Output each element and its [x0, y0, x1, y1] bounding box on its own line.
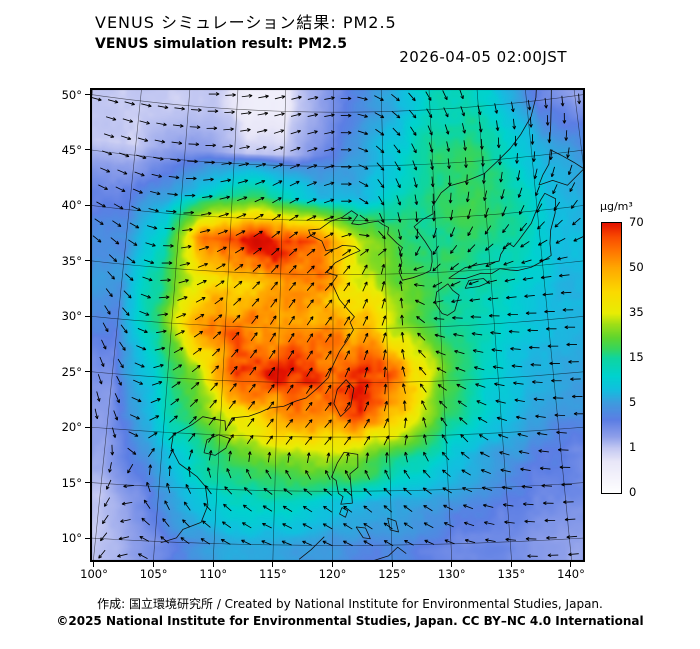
y-tick-mark: [85, 315, 91, 317]
y-tick-label: 30°: [61, 309, 82, 324]
y-tick-label: 50°: [61, 87, 82, 102]
colorbar-gradient: [601, 222, 622, 494]
x-tick-mark: [212, 561, 214, 567]
y-tick-label: 45°: [61, 142, 82, 157]
x-tick-label: 100°: [80, 567, 108, 581]
colorbar-tick-label: 35: [629, 305, 644, 319]
y-tick-label: 35°: [61, 253, 82, 268]
x-tick-label: 135°: [497, 567, 526, 581]
colorbar-unit-label: μg/m³: [600, 200, 633, 213]
y-tick-mark: [85, 204, 91, 206]
colorbar-tick-label: 50: [629, 260, 644, 274]
y-tick-label: 15°: [61, 475, 82, 490]
map-plot: 50° 45° 40° 35° 30° 25° 20° 15° 10° 100° 105° 110° 1…: [62, 88, 585, 581]
x-tick-label: 130°: [437, 567, 466, 581]
colorbar-tick-label: 70: [629, 215, 644, 229]
x-tick-label: 110°: [199, 567, 228, 581]
y-tick-label: 10°: [61, 531, 82, 546]
x-tick-label: 140°: [557, 567, 585, 581]
valid-time-label: 2026-04-05 02:00JST: [399, 48, 567, 66]
y-tick-mark: [85, 482, 91, 484]
y-tick-label: 20°: [61, 420, 82, 435]
y-tick-label: 25°: [61, 364, 82, 379]
x-tick-mark: [153, 561, 155, 567]
license-line: ©2025 National Institute for Environment…: [56, 614, 644, 628]
y-tick-mark: [85, 260, 91, 262]
page-title-english: VENUS simulation result: PM2.5: [95, 36, 347, 52]
colorbar-tick-label: 1: [629, 440, 637, 454]
y-tick-label: 40°: [61, 198, 82, 213]
pm25-map-canvas: [91, 89, 584, 561]
x-tick-label: 120°: [318, 567, 347, 581]
x-tick-mark: [451, 561, 453, 567]
x-tick-mark: [331, 561, 333, 567]
x-tick-label: 105°: [139, 567, 168, 581]
credit-line: 作成: 国立環境研究所 / Created by National Instit…: [97, 597, 603, 611]
y-tick-mark: [85, 426, 91, 428]
y-tick-mark: [85, 371, 91, 373]
y-tick-mark: [85, 149, 91, 151]
colorbar-tick-label: 5: [629, 395, 637, 409]
page-title-japanese: VENUS シミュレーション結果: PM2.5: [95, 13, 397, 32]
colorbar-tick-label: 0: [629, 485, 637, 499]
x-tick-mark: [570, 561, 572, 567]
x-tick-mark: [93, 561, 95, 567]
x-tick-label: 115°: [259, 567, 287, 581]
colorbar-tick-label: 15: [629, 350, 644, 364]
y-tick-mark: [85, 537, 91, 539]
footer: 作成: 国立環境研究所 / Created by National Instit…: [0, 596, 700, 630]
x-tick-mark: [510, 561, 512, 567]
x-tick-mark: [272, 561, 274, 567]
x-tick-mark: [391, 561, 393, 567]
y-tick-mark: [85, 94, 91, 96]
x-tick-label: 125°: [378, 567, 406, 581]
colorbar: μg/m³ 70 50 35 15 5 1 0: [599, 200, 674, 510]
